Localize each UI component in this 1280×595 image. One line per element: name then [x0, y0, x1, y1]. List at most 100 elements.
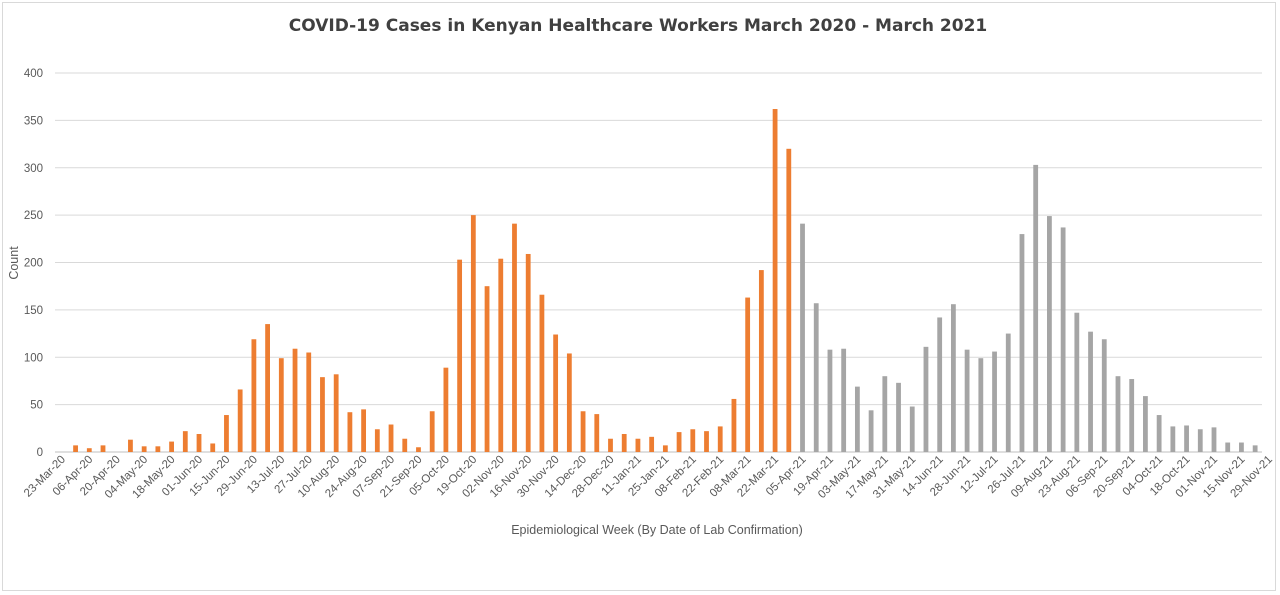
bar — [416, 447, 421, 452]
bar — [361, 409, 367, 452]
y-tick-label: 300 — [24, 163, 43, 175]
bar — [827, 349, 833, 452]
bar — [1019, 234, 1025, 452]
bar — [1115, 376, 1121, 452]
bar — [1088, 331, 1093, 452]
bar — [937, 317, 943, 452]
bar — [621, 433, 627, 452]
y-axis-title: Count — [7, 246, 21, 280]
bar — [745, 297, 751, 452]
bar — [704, 431, 709, 452]
y-tick-label: 100 — [24, 352, 43, 364]
bar — [580, 411, 586, 452]
bar — [553, 334, 559, 452]
bar — [909, 406, 915, 452]
bar — [690, 429, 696, 452]
bar — [566, 353, 572, 452]
bar — [786, 148, 792, 453]
bar — [1060, 227, 1066, 452]
bar — [758, 270, 764, 452]
bar — [265, 324, 270, 452]
bar — [512, 223, 517, 452]
y-tick-label: 250 — [24, 210, 43, 222]
bar — [1197, 429, 1203, 452]
bar — [1129, 379, 1135, 452]
bar — [923, 346, 929, 452]
bars — [73, 109, 1258, 453]
bar — [649, 436, 655, 452]
bar — [1239, 442, 1244, 452]
bar — [196, 433, 202, 452]
bar — [306, 352, 312, 452]
bar — [896, 382, 901, 452]
bar — [539, 294, 545, 452]
bar — [731, 398, 737, 452]
bar — [882, 376, 888, 452]
bar — [772, 109, 778, 452]
bar — [992, 351, 997, 452]
bar — [868, 410, 874, 452]
bar — [320, 377, 325, 452]
bar — [594, 414, 600, 452]
y-tick-label: 50 — [30, 400, 43, 412]
bar — [484, 286, 490, 452]
x-axis-title: Epidemiological Week (By Date of Lab Con… — [511, 523, 803, 537]
bar — [1225, 442, 1231, 452]
y-tick-label: 150 — [24, 305, 43, 317]
bar — [429, 411, 435, 452]
bar — [662, 445, 668, 452]
bar — [813, 303, 819, 452]
bar — [1047, 216, 1052, 452]
bar — [169, 441, 174, 452]
bar — [800, 223, 805, 452]
bar — [1211, 427, 1217, 452]
bar — [1184, 425, 1189, 452]
bar — [141, 446, 147, 452]
bar — [251, 339, 257, 452]
bar — [1252, 445, 1258, 452]
bar — [717, 426, 723, 452]
bar — [608, 438, 613, 452]
y-tick-label: 400 — [24, 68, 43, 80]
y-axis-ticks: 0 50 100 150 200 250 300 350 400 — [24, 68, 43, 459]
bar — [155, 446, 161, 452]
bar — [292, 348, 298, 452]
bar — [978, 358, 984, 452]
bar — [841, 348, 847, 452]
bar — [498, 258, 504, 452]
bar — [388, 424, 394, 452]
y-tick-label: 350 — [24, 115, 43, 127]
bar — [1143, 396, 1148, 452]
bar — [676, 432, 682, 452]
bar — [100, 445, 106, 452]
y-tick-label: 0 — [37, 447, 43, 459]
bar — [374, 429, 380, 452]
bar — [1156, 415, 1162, 452]
bar — [443, 367, 449, 452]
bar — [1005, 333, 1011, 452]
bar — [182, 431, 188, 452]
chart-title: COVID-19 Cases in Kenyan Healthcare Work… — [288, 16, 988, 36]
bar — [224, 415, 229, 452]
bar — [950, 304, 956, 452]
bar — [635, 438, 641, 452]
x-axis-ticks: 23-Mar-2006-Apr-2020-Apr-2004-May-2018-M… — [22, 454, 1275, 501]
bar — [333, 374, 339, 452]
bar — [237, 389, 243, 452]
bar — [525, 253, 531, 452]
y-tick-label: 200 — [24, 258, 43, 270]
bar — [128, 439, 133, 452]
bar — [854, 386, 860, 452]
bar — [402, 438, 408, 452]
bar — [73, 445, 78, 452]
bar — [210, 443, 216, 452]
bar — [1033, 164, 1039, 452]
bar — [1170, 426, 1176, 452]
bar — [457, 259, 463, 452]
bar — [86, 448, 92, 452]
bar — [347, 412, 353, 452]
bar — [278, 358, 284, 452]
bar — [1101, 339, 1107, 452]
bar — [964, 349, 970, 452]
